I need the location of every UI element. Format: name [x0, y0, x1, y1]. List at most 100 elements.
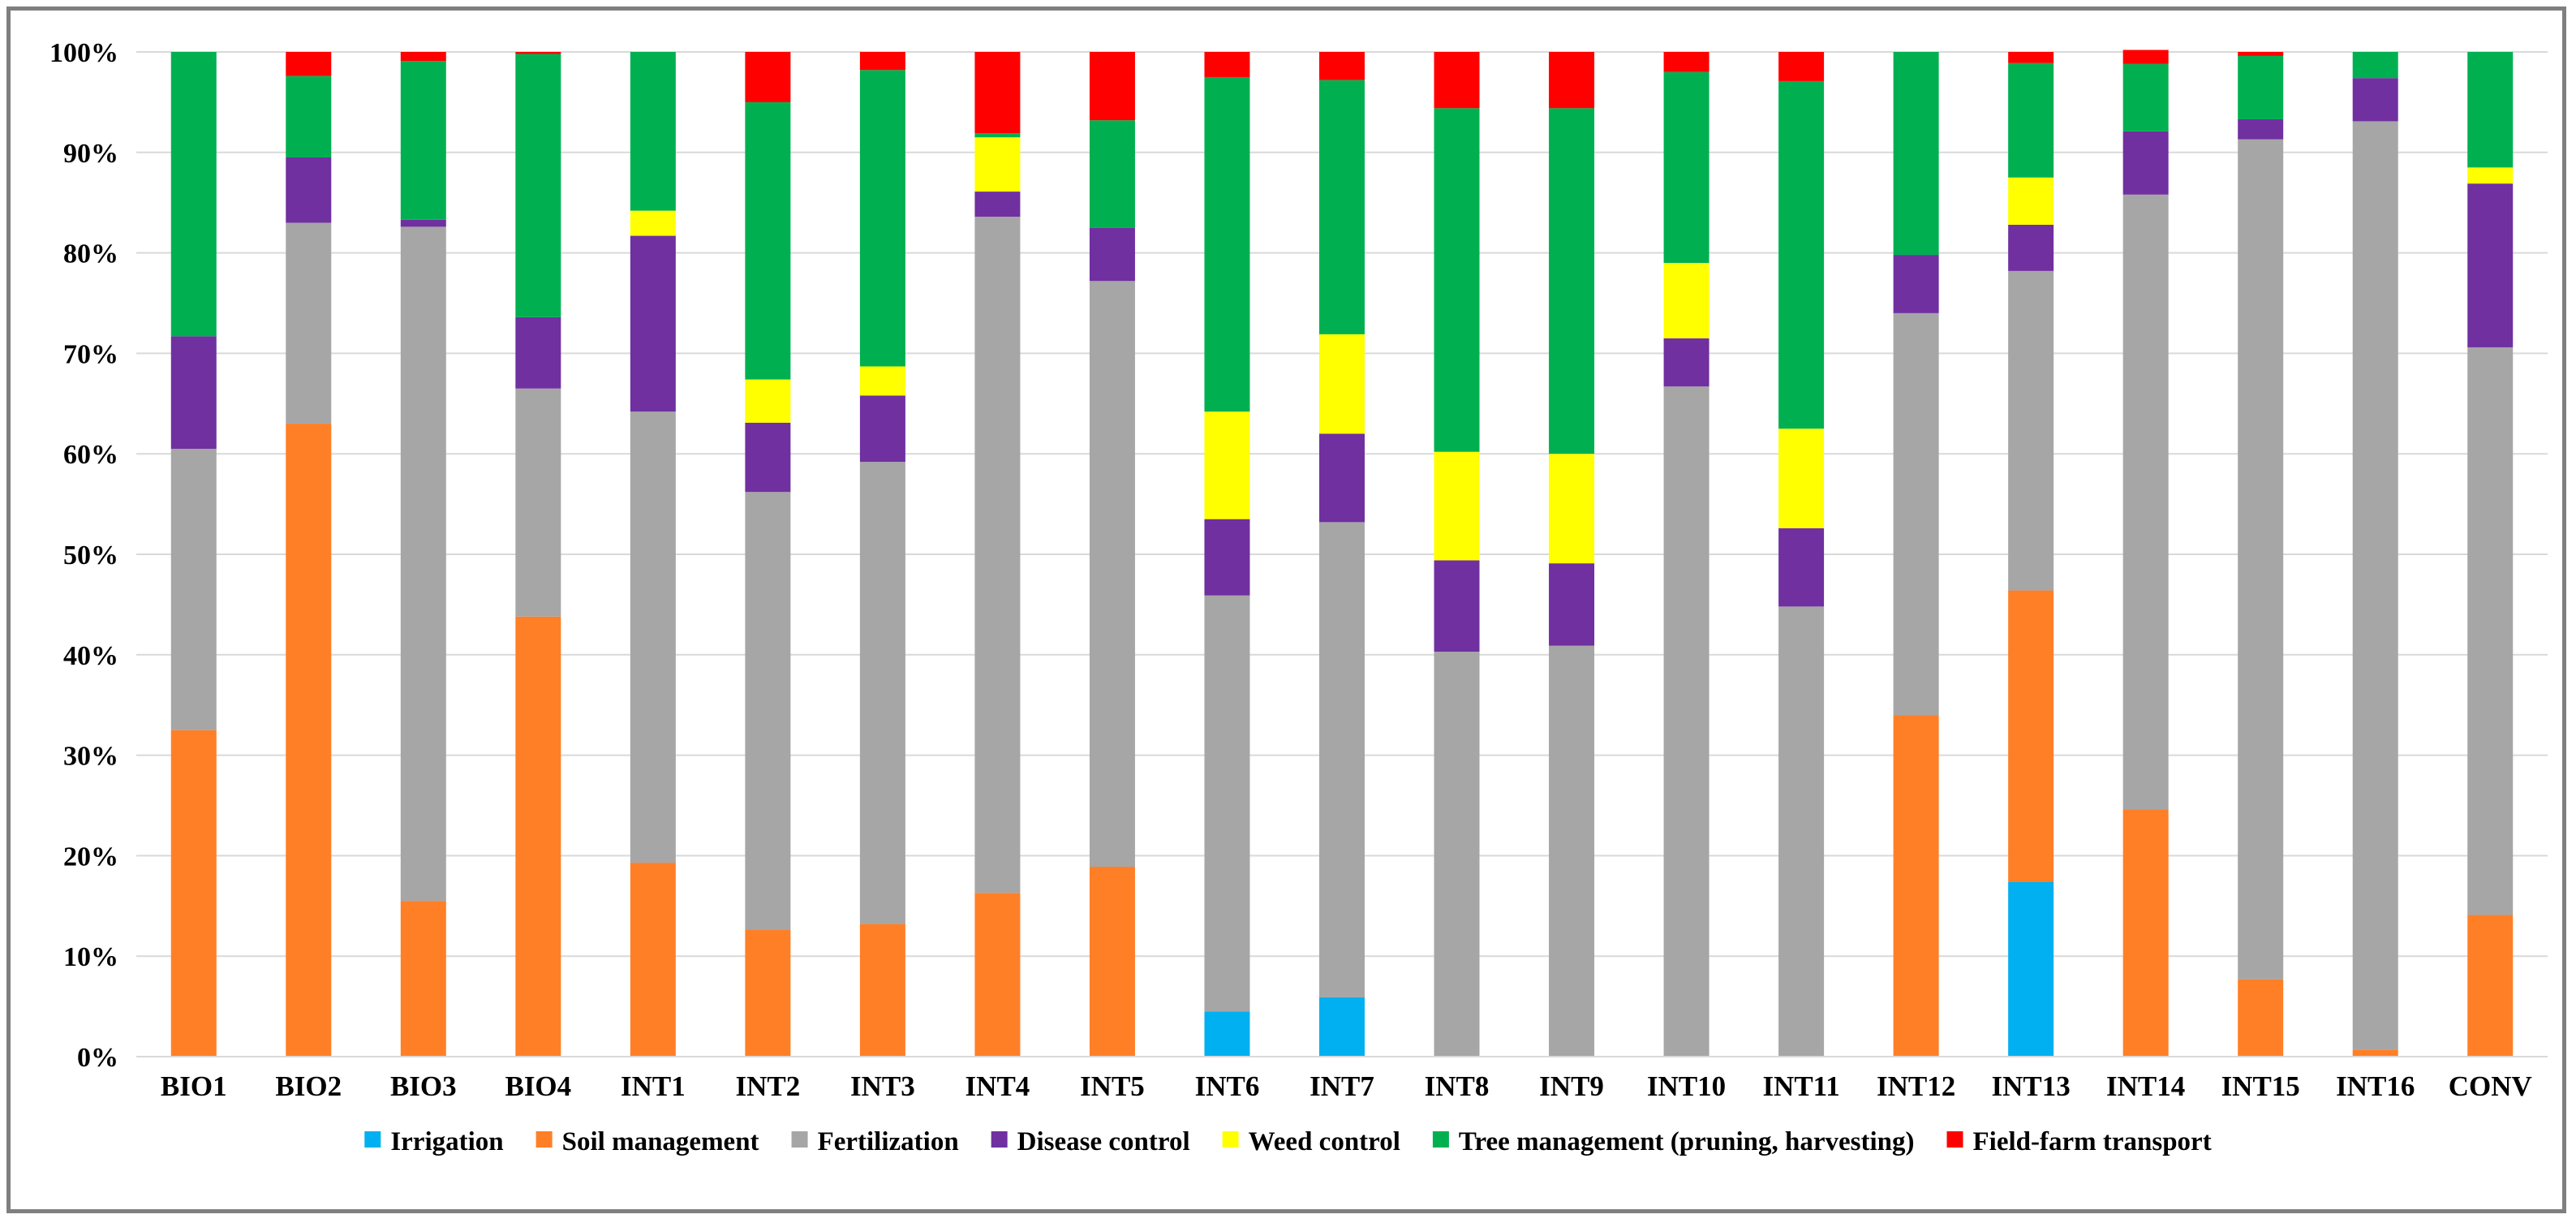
- x-tick-label: INT1: [621, 1070, 686, 1102]
- bar-segment: [170, 449, 217, 730]
- bar-segment: [2122, 131, 2169, 195]
- bar-segment: [286, 157, 332, 223]
- bar-segment: [974, 133, 1021, 138]
- bar-segment: [630, 411, 676, 863]
- y-tick-label: 100%: [49, 38, 118, 68]
- bar-segment: [170, 336, 217, 450]
- bar-segment: [1663, 386, 1709, 1057]
- bar-segment: [2122, 50, 2169, 64]
- bar-segment: [1778, 52, 1825, 81]
- bar-segment: [1778, 528, 1825, 607]
- bar-segment: [1089, 120, 1135, 228]
- x-tick-label: BIO2: [275, 1070, 342, 1102]
- bar-segment: [745, 492, 791, 931]
- x-tick-label: INT9: [1539, 1070, 1604, 1102]
- x-tick-label: INT13: [1992, 1070, 2071, 1102]
- y-tick-label: 0%: [77, 1043, 118, 1073]
- y-axis: 0% 10% 20% 30% 40% 50% 60% 70% 80% 90% 100%: [49, 38, 118, 1073]
- bar-segment: [1663, 262, 1709, 338]
- bar-segment: [1434, 451, 1480, 561]
- bar-segment: [170, 730, 217, 1057]
- legend-swatch: [991, 1131, 1008, 1148]
- bar-segment: [974, 192, 1021, 217]
- bar-segment: [859, 924, 905, 1057]
- bar-segment: [2467, 347, 2514, 915]
- bar-segment: [1893, 52, 1939, 256]
- bar-segment: [1204, 595, 1250, 1012]
- bar-segment: [2352, 121, 2398, 1050]
- legend-swatch: [1222, 1131, 1239, 1148]
- legend-swatch: [364, 1131, 381, 1148]
- bar-segment: [515, 616, 561, 1057]
- x-tick-label: INT12: [1877, 1070, 1955, 1102]
- bar-segment: [1089, 281, 1135, 868]
- bar-segment: [1893, 312, 1939, 716]
- bar-segment: [400, 226, 446, 902]
- bar-segment: [1319, 80, 1365, 334]
- bar-segment: [286, 222, 332, 424]
- bar-segment: [400, 61, 446, 220]
- bar-segment: [2122, 809, 2169, 1057]
- legend-label: Field-farm transport: [1973, 1127, 2212, 1156]
- bar-segment: [1204, 76, 1250, 412]
- bar-segment: [1549, 645, 1595, 1057]
- y-tick-label: 60%: [63, 440, 118, 470]
- bar-segment: [974, 217, 1021, 894]
- x-axis: BIO1 BIO2 BIO3 BIO4 INT1 INT2 INT3 INT4 INT5 INT6…: [136, 1056, 2548, 1102]
- bar-segment: [1663, 71, 1709, 263]
- legend-swatch: [791, 1131, 808, 1148]
- legend-label: Irrigation: [390, 1127, 503, 1156]
- bar-segment: [2352, 78, 2398, 122]
- bar-segment: [515, 52, 561, 54]
- bar-segment: [1434, 652, 1480, 1057]
- bar-segment: [515, 54, 561, 317]
- bar-segment: [2008, 62, 2054, 178]
- legend-label: Tree management (pruning, harvesting): [1459, 1127, 1915, 1156]
- bar-segment: [400, 219, 446, 227]
- bar-segment: [2467, 167, 2514, 184]
- bar-segment: [745, 101, 791, 380]
- bar-segment: [859, 52, 905, 71]
- bar-segment: [2122, 63, 2169, 131]
- bar-segment: [286, 52, 332, 76]
- bar-segment: [745, 930, 791, 1057]
- legend-label: Disease control: [1017, 1127, 1190, 1156]
- bar-segment: [859, 70, 905, 367]
- bar-segment: [2238, 52, 2284, 56]
- x-tick-label: INT15: [2221, 1070, 2300, 1102]
- bar-segment: [2467, 915, 2514, 1057]
- bar-segment: [1893, 715, 1939, 1057]
- x-tick-label: BIO3: [390, 1070, 457, 1102]
- y-tick-label: 10%: [63, 942, 118, 972]
- bar-segment: [1089, 52, 1135, 121]
- y-tick-label: 80%: [63, 239, 118, 269]
- y-tick-label: 70%: [63, 339, 118, 369]
- bar-segment: [974, 893, 1021, 1057]
- bar-segment: [515, 317, 561, 389]
- bar-segment: [2008, 590, 2054, 882]
- legend-label: Soil management: [562, 1127, 759, 1156]
- x-tick-label: INT3: [850, 1070, 915, 1102]
- legend-swatch: [1946, 1131, 1963, 1148]
- bar-segment: [2352, 1049, 2398, 1057]
- bar-segment: [1663, 52, 1709, 72]
- legend-swatch: [535, 1131, 553, 1148]
- bar-segment: [1319, 52, 1365, 80]
- bar-segment: [859, 462, 905, 924]
- y-tick-label: 50%: [63, 540, 118, 571]
- bar-segment: [1204, 519, 1250, 596]
- legend-label: Weed control: [1249, 1127, 1400, 1156]
- bar-segment: [1549, 563, 1595, 646]
- bar-segment: [1434, 52, 1480, 109]
- bar-segment: [2008, 224, 2054, 271]
- bar-segment: [1319, 334, 1365, 434]
- y-tick-label: 90%: [63, 139, 118, 169]
- bar-segment: [745, 52, 791, 102]
- bar-segment: [1319, 433, 1365, 523]
- x-tick-label: INT8: [1425, 1070, 1490, 1102]
- bar-segment: [630, 863, 676, 1057]
- y-tick-label: 30%: [63, 742, 118, 772]
- bar-segment: [1549, 108, 1595, 454]
- bar-segment: [400, 52, 446, 62]
